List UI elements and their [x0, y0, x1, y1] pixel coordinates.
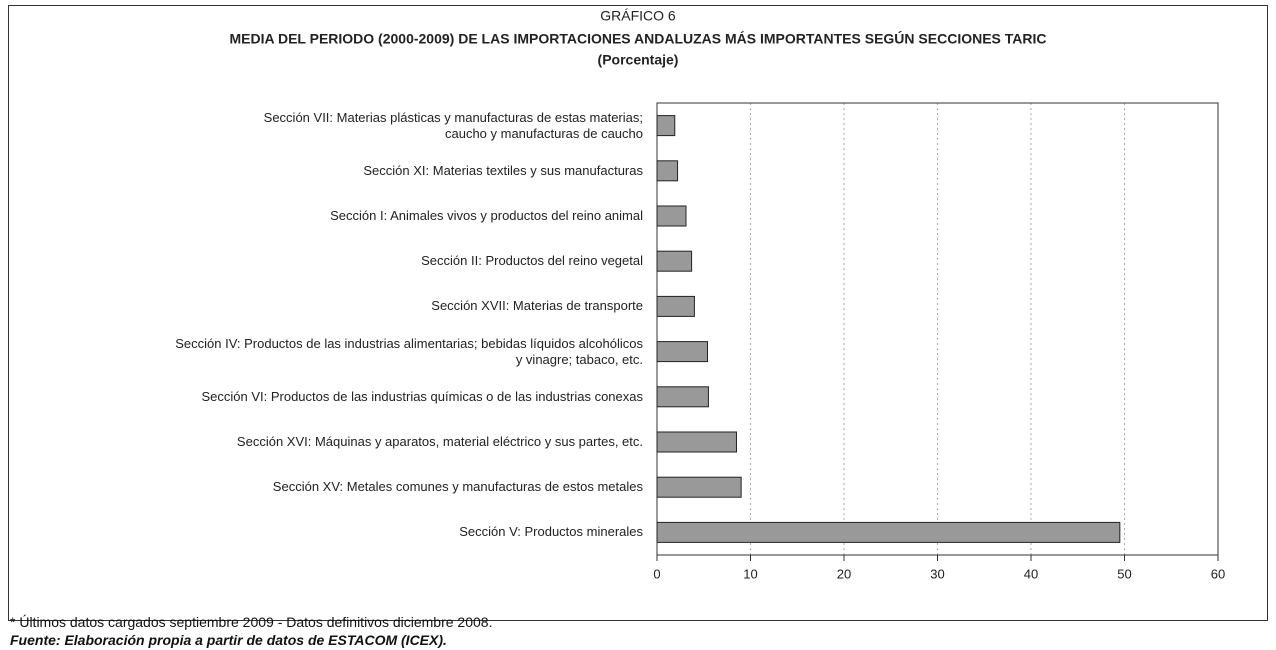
- bar: [656, 476, 742, 498]
- footnote: * Últimos datos cargados septiembre 2009…: [10, 614, 493, 630]
- x-tick-label: 50: [1117, 566, 1131, 581]
- y-tick-label: Sección VII: Materias plásticas y manufa…: [263, 109, 643, 141]
- x-tick-label: 30: [930, 566, 944, 581]
- x-tick-label: 20: [837, 566, 851, 581]
- x-tick-label: 60: [1211, 566, 1225, 581]
- source: Fuente: Elaboración propia a partir de d…: [10, 632, 447, 648]
- y-tick-label: Sección V: Productos minerales: [459, 524, 643, 540]
- frame: [8, 5, 1268, 621]
- y-tick-label: Sección IV: Productos de las industrias …: [175, 335, 643, 367]
- x-tick-label: 40: [1024, 566, 1038, 581]
- bar: [656, 295, 695, 317]
- bar: [656, 115, 676, 137]
- y-tick-label: Sección XI: Materias textiles y sus manu…: [363, 162, 643, 178]
- bar: [656, 250, 693, 272]
- y-tick-label: Sección I: Animales vivos y productos de…: [330, 208, 643, 223]
- plot-area: [656, 102, 1219, 556]
- chart-title: MEDIA DEL PERIODO (2000-2009) DE LAS IMP…: [229, 30, 1046, 47]
- bar: [656, 386, 709, 408]
- y-tick-label: Sección II: Productos del reino vegetal: [421, 253, 643, 269]
- y-tick-label: Sección VI: Productos de las industrias …: [201, 388, 643, 404]
- y-tick-label: Sección XVII: Materias de transporte: [431, 298, 643, 314]
- bar: [656, 341, 708, 363]
- chart-subtitle: (Porcentaje): [598, 52, 679, 68]
- bar: [656, 160, 679, 182]
- y-tick-label: Sección XVI: Máquinas y aparatos, materi…: [236, 434, 643, 449]
- y-tick-label: Sección XV: Metales comunes y manufactur…: [272, 479, 643, 495]
- x-tick-label: 10: [743, 566, 757, 581]
- bar: [656, 205, 687, 227]
- chart-label: GRÁFICO 6: [600, 8, 676, 24]
- bar: [656, 431, 737, 453]
- x-tick-label: 0: [653, 566, 660, 581]
- bar: [656, 521, 1121, 543]
